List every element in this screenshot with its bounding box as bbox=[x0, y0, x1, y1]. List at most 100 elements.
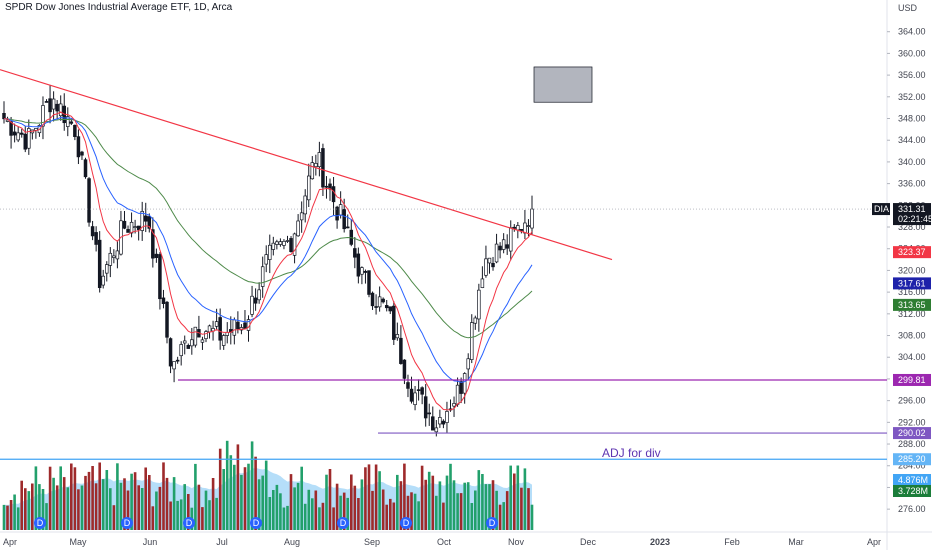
volume-bar bbox=[488, 484, 491, 530]
price-label-box bbox=[893, 203, 931, 226]
candle bbox=[473, 315, 478, 330]
candle-body bbox=[278, 241, 283, 245]
volume-bar bbox=[389, 498, 392, 530]
candle-body bbox=[253, 297, 258, 304]
candle bbox=[285, 235, 290, 243]
dividend-marker-label: D bbox=[403, 518, 410, 528]
price-label-volume: 3.728M bbox=[893, 485, 931, 497]
y-tick-label: 344.00 bbox=[898, 135, 926, 145]
candle-body bbox=[285, 240, 290, 242]
candle bbox=[90, 220, 95, 241]
price-label-value: 313.65 bbox=[898, 300, 926, 310]
candle-body bbox=[516, 225, 520, 231]
volume-bar bbox=[66, 487, 70, 530]
candle-body bbox=[190, 339, 194, 347]
volume-bar bbox=[144, 467, 147, 530]
y-tick-label: 288.00 bbox=[898, 439, 926, 449]
volume-bar bbox=[427, 471, 431, 530]
volume-bar bbox=[62, 477, 66, 530]
price-label-box bbox=[893, 453, 931, 466]
candle bbox=[221, 333, 226, 350]
candle-body bbox=[427, 412, 431, 415]
volume-bar bbox=[16, 507, 20, 530]
volume-bar bbox=[59, 466, 62, 530]
y-tick-label: 328.00 bbox=[898, 222, 926, 232]
price-label-box bbox=[893, 373, 931, 386]
candle bbox=[487, 257, 492, 274]
dividend-marker-label: D bbox=[186, 518, 193, 528]
y-tick-label: 276.00 bbox=[898, 504, 926, 514]
candle bbox=[250, 285, 254, 318]
volume-bar bbox=[445, 475, 449, 530]
x-tick-label: Apr bbox=[867, 537, 881, 547]
volume-bar bbox=[183, 484, 186, 530]
candle-body bbox=[402, 359, 407, 379]
candle-body bbox=[165, 301, 169, 338]
price-label-box bbox=[893, 246, 931, 259]
candle-body bbox=[491, 262, 495, 268]
candle bbox=[243, 310, 247, 329]
volume-bar bbox=[126, 490, 130, 530]
candle-body bbox=[303, 195, 307, 215]
candle-body bbox=[250, 295, 254, 315]
volume-bar bbox=[449, 463, 452, 530]
candle-body bbox=[459, 381, 463, 394]
candle-body bbox=[12, 131, 17, 136]
candle-body bbox=[112, 255, 116, 258]
price-label-box bbox=[893, 298, 931, 311]
candle bbox=[438, 409, 442, 428]
candle bbox=[508, 220, 513, 261]
volume-bar bbox=[91, 466, 94, 530]
candle-body bbox=[512, 226, 517, 229]
volume-bar bbox=[225, 440, 229, 530]
candle-body bbox=[257, 289, 261, 301]
dividend-marker-label: D bbox=[340, 518, 347, 528]
candle-body bbox=[455, 384, 460, 405]
volume-bar bbox=[399, 481, 403, 530]
candle bbox=[505, 234, 509, 255]
candle-body bbox=[172, 361, 176, 370]
volume-bar bbox=[140, 488, 144, 530]
volume-bar bbox=[495, 490, 498, 530]
candle-body bbox=[271, 242, 276, 250]
volume-bar bbox=[155, 491, 158, 530]
candle bbox=[278, 238, 283, 247]
volume-bar bbox=[130, 473, 133, 530]
candle bbox=[307, 163, 311, 208]
candle bbox=[253, 288, 258, 311]
candle bbox=[445, 401, 449, 434]
candle-body bbox=[260, 266, 265, 287]
price-label-value: 4.876M bbox=[898, 475, 928, 485]
candle-body bbox=[363, 270, 368, 273]
volume-bar bbox=[413, 493, 417, 530]
price-label-value: 285.20 bbox=[898, 454, 926, 464]
candle bbox=[87, 177, 91, 227]
candle bbox=[413, 386, 417, 411]
volume-bar bbox=[179, 499, 183, 530]
candle bbox=[66, 107, 70, 137]
candle-body bbox=[441, 420, 446, 425]
volume-bar bbox=[48, 466, 52, 530]
volume-bar bbox=[151, 506, 155, 530]
candle-body bbox=[41, 105, 45, 127]
candle bbox=[431, 406, 435, 431]
volume-bar bbox=[87, 471, 91, 530]
candle-body bbox=[83, 159, 88, 178]
candle bbox=[200, 336, 205, 350]
x-tick-label: 2023 bbox=[650, 537, 670, 547]
candle bbox=[19, 128, 24, 138]
candle-body bbox=[374, 306, 378, 308]
candle-body bbox=[218, 317, 222, 341]
candle-body bbox=[58, 103, 63, 117]
candle-body bbox=[505, 244, 509, 249]
y-tick-label: 292.00 bbox=[898, 417, 926, 427]
candle-body bbox=[48, 98, 52, 113]
volume-bar bbox=[2, 504, 6, 530]
candle-body bbox=[126, 229, 130, 233]
candle bbox=[108, 247, 113, 278]
candle-body bbox=[2, 112, 6, 120]
x-tick-label: May bbox=[69, 537, 87, 547]
candle-body bbox=[243, 322, 247, 329]
